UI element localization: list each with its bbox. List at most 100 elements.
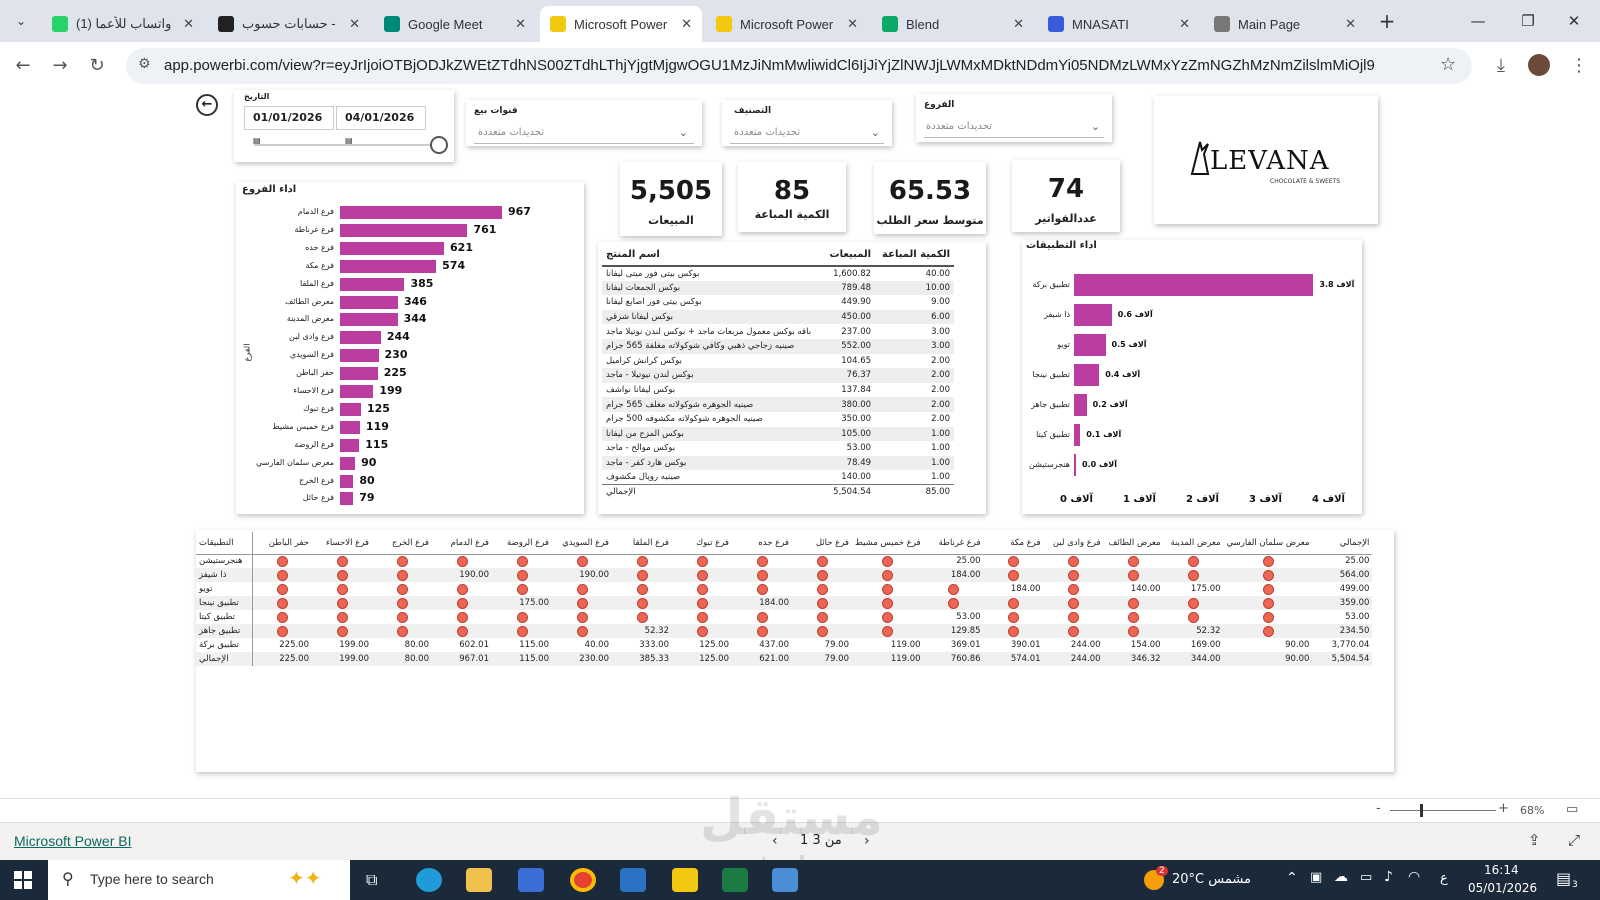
branch-bar[interactable] [340, 474, 354, 488]
share-icon[interactable]: ⇪ [1528, 831, 1541, 849]
matrix-row[interactable]: تطبيق نينجا 175.00 184.00 359.00 [196, 596, 1373, 610]
channel-dropdown[interactable]: تحديدات متعددة ⌄ [474, 122, 694, 144]
matrix-column-header[interactable]: حفر الباطن [252, 532, 312, 555]
matrix-column-header[interactable]: فرع الخرج [372, 532, 432, 555]
matrix-column-header[interactable]: فرع تبوك [672, 532, 732, 555]
zoom-slider-track[interactable] [1390, 810, 1496, 811]
bookmark-star-icon[interactable]: ☆ [1440, 54, 1457, 75]
matrix-row[interactable]: تطبيق جاهز 52.32 129.85 52.32 234.50 [196, 624, 1373, 638]
notifications-icon[interactable]: ▤ [1556, 869, 1572, 888]
branch-bar[interactable] [340, 385, 374, 398]
url-text[interactable]: app.powerbi.com/view?r=eyJrIjoiOTBjODJkZ… [164, 57, 1375, 74]
close-window-icon[interactable]: ✕ [1567, 12, 1581, 30]
download-icon[interactable]: ⤓ [1497, 55, 1505, 76]
app-bar[interactable] [1074, 334, 1106, 356]
table-row[interactable]: بوكس كرانش كراميل 104.65 2.00 [602, 354, 954, 369]
branch-bar[interactable] [340, 259, 437, 273]
fit-page-icon[interactable]: ▭ [1566, 802, 1579, 817]
tab-close-icon[interactable]: ✕ [847, 16, 858, 32]
app-bar[interactable] [1074, 304, 1112, 326]
forward-arrow-icon[interactable]: → [52, 55, 68, 76]
tab-close-icon[interactable]: ✕ [515, 16, 526, 32]
speaker-icon[interactable]: ♪ [1384, 869, 1393, 885]
tab-close-icon[interactable]: ✕ [349, 16, 360, 32]
zoom-out-button[interactable]: - [1376, 801, 1381, 816]
browser-tab[interactable]: حسابات حسوب - ✕ [208, 6, 370, 42]
minimize-window-icon[interactable]: — [1470, 12, 1486, 30]
matrix-column-header[interactable]: فرع جده [732, 532, 792, 555]
microsoft-store-icon[interactable] [518, 868, 544, 892]
back-arrow-icon[interactable]: ← [15, 55, 31, 76]
table-row[interactable]: صينيه رويال مكشوف 140.00 1.00 [602, 470, 954, 485]
branch-slicer[interactable]: الفروع تحديدات متعددة ⌄ [916, 94, 1112, 142]
browser-tab[interactable]: Microsoft Power ✕ [540, 6, 702, 42]
branch-bar[interactable] [340, 456, 356, 470]
table-row[interactable]: صينيه زجاجي ذهبي وكافي شوكولاته مغلفة 56… [602, 338, 954, 354]
site-settings-icon[interactable]: ⚙ [138, 56, 151, 72]
input-language[interactable]: ع [1440, 871, 1448, 886]
branch-bar[interactable] [340, 349, 379, 363]
zoom-slider-handle[interactable] [1420, 804, 1423, 817]
branch-bar[interactable] [340, 313, 398, 327]
branch-bar[interactable] [340, 206, 502, 219]
network-device-icon[interactable]: ▣ [1310, 870, 1323, 885]
fullscreen-icon[interactable]: ⤢ [1568, 831, 1581, 849]
table-row[interactable]: صينيه الجوهره شوكولاته مغلف 565 جرام 380.… [602, 397, 954, 412]
branch-bar[interactable] [340, 295, 398, 309]
table-row[interactable]: بوكس ليفانا نواشف 137.84 2.00 [602, 383, 954, 398]
matrix-row[interactable]: تطبيق كيتا 53.00 53.00 [196, 610, 1372, 624]
browser-menu-icon[interactable]: ⋮ [1570, 55, 1588, 76]
matrix-row[interactable]: تويو 184.00 140.00 175.00 499.00 [196, 582, 1372, 596]
sales-channel-slicer[interactable]: قنوات بيع تحديدات متعددة ⌄ [466, 100, 702, 146]
browser-tab[interactable]: Google Meet ✕ [374, 6, 536, 42]
battery-icon[interactable]: ▭ [1360, 870, 1373, 885]
app-bar[interactable] [1074, 394, 1087, 416]
matrix-column-header[interactable]: فرع الروضة [492, 532, 552, 555]
col-header-name[interactable]: اسم المنتج [602, 244, 824, 267]
tab-close-icon[interactable]: ✕ [1013, 16, 1024, 32]
branch-bar[interactable] [340, 420, 360, 434]
matrix-row[interactable]: الإجمالي 225.00 199.00 80.00 967.01 115.00 230… [196, 652, 1373, 666]
app-bar[interactable] [1074, 274, 1314, 296]
col-header-qty[interactable]: الكمية المباعة [875, 244, 954, 267]
restore-window-icon[interactable]: ❐ [1521, 12, 1535, 30]
browser-tab[interactable]: (1) واتساب للأعما ✕ [42, 6, 204, 42]
matrix-row[interactable]: تطبيق بركة 225.00 199.00 80.00 602.01 115.00 4… [196, 638, 1372, 652]
table-row[interactable]: بوكس بيتى فور ميتى ليفانا 1,600.82 40.00 [602, 266, 954, 281]
browser-tab[interactable]: MNASATI ✕ [1038, 6, 1200, 42]
app-bar[interactable] [1074, 424, 1081, 446]
new-tab-button[interactable]: + [1378, 9, 1396, 33]
table-row[interactable]: بوكس هارد كفر - ماجد 78.49 1.00 [602, 455, 954, 471]
excel-icon[interactable] [722, 868, 748, 892]
table-row[interactable]: باقه بوكس معمول مربعات ماجد + بوكس لندن … [602, 324, 954, 339]
weather-text[interactable]: 20°C مشمس [1172, 872, 1251, 887]
matrix-column-header[interactable]: فرع مكة [983, 532, 1044, 555]
task-view-icon[interactable]: ⧉ [366, 870, 378, 889]
matrix-column-header[interactable]: معرض المدينة [1163, 532, 1224, 555]
matrix-column-header[interactable]: فرع حائل [792, 532, 852, 555]
matrix-column-header[interactable]: فرع وادى لبن [1043, 532, 1104, 555]
branch-bar[interactable] [340, 241, 445, 255]
matrix-column-header[interactable]: فرع الاحساء [312, 532, 372, 555]
branch-bar[interactable] [340, 277, 405, 291]
table-row[interactable]: بوكس موالح - ماجد 53.00 1.00 [602, 441, 954, 456]
table-row[interactable]: بوكس بيتى فور اصابع ليفانا 449.90 9.00 [602, 295, 954, 310]
photos-icon[interactable] [772, 868, 798, 892]
table-row[interactable]: بوكس ليفانا شرقي 450.00 6.00 [602, 309, 954, 325]
tab-close-icon[interactable]: ✕ [183, 16, 194, 32]
taskbar-search-box[interactable]: ⚲ Type here to search ✦✦ [48, 860, 350, 900]
windows-start-icon[interactable] [14, 871, 32, 889]
category-dropdown[interactable]: تحديدات متعددة ⌄ [730, 122, 884, 144]
branch-dropdown[interactable]: تحديدات متعددة ⌄ [924, 116, 1104, 138]
zoom-in-button[interactable]: + [1498, 801, 1509, 816]
matrix-column-header[interactable]: فرع الملقا [612, 532, 672, 555]
wifi-icon[interactable]: ◠ [1408, 869, 1421, 885]
tab-close-icon[interactable]: ✕ [1345, 16, 1356, 32]
branch-bar[interactable] [340, 367, 378, 381]
address-bar[interactable]: ⚙ app.powerbi.com/view?r=eyJrIjoiOTBjODJ… [126, 48, 1472, 84]
show-hidden-icons-chevron[interactable]: ⌃ [1286, 870, 1298, 886]
taskbar-clock-date[interactable]: 05/01/2026 [1468, 881, 1538, 895]
onedrive-cloud-icon[interactable]: ☁ [1334, 869, 1348, 885]
taskbar-clock-time[interactable]: 16:14 [1484, 863, 1519, 877]
matrix-column-header[interactable]: معرض سلمان الفارسي [1223, 532, 1313, 555]
